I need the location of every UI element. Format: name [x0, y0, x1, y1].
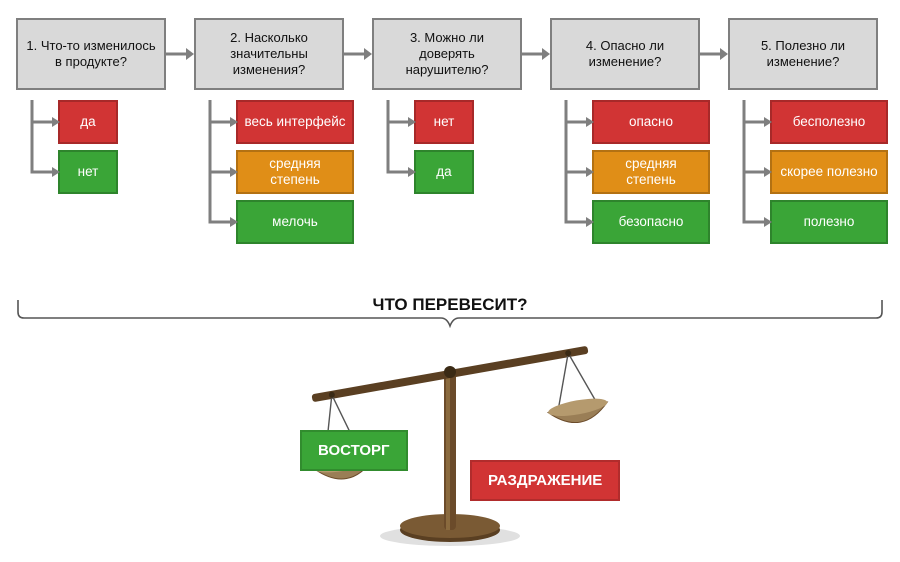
option-box: да: [414, 150, 474, 194]
arrow-2-3: [344, 18, 372, 90]
option-box: нет: [414, 100, 474, 144]
option-row: мелочь: [194, 200, 369, 244]
arrow-4-5: [700, 18, 728, 90]
flow-box-4: 4. Опасно ли изменение?: [550, 18, 700, 90]
option-row: нет: [16, 150, 191, 194]
option-box: скорее полезно: [770, 150, 888, 194]
option-box: весь интерфейс: [236, 100, 354, 144]
flow-box-2: 2. Насколько значительны изменения?: [194, 18, 344, 90]
question-label: ЧТО ПЕРЕВЕСИТ?: [0, 295, 900, 315]
option-col-1: да нет: [16, 100, 191, 200]
option-row: да: [372, 150, 547, 194]
elbow-arrow-icon: [194, 200, 236, 244]
arrow-1-2: [166, 18, 194, 90]
options-layer: да нет весь интерфейс средняя степень мелочь…: [16, 100, 890, 300]
option-box: средняя степень: [592, 150, 710, 194]
option-row: безопасно: [550, 200, 725, 244]
flow-box-1-title: 1. Что-то изменилось в продукте?: [26, 38, 156, 71]
option-box: полезно: [770, 200, 888, 244]
flow-box-3-title: 3. Можно ли доверять нарушителю?: [382, 30, 512, 79]
option-box: средняя степень: [236, 150, 354, 194]
flow-box-5-title: 5. Полезно ли изменение?: [738, 38, 868, 71]
option-box: безопасно: [592, 200, 710, 244]
option-col-3: нет да: [372, 100, 547, 200]
flow-box-1: 1. Что-то изменилось в продукте?: [16, 18, 166, 90]
scales-illustration: [0, 330, 900, 560]
flow-box-3: 3. Можно ли доверять нарушителю?: [372, 18, 522, 90]
elbow-arrow-icon: [550, 200, 592, 244]
option-box: да: [58, 100, 118, 144]
elbow-arrow-icon: [16, 150, 58, 194]
option-box: нет: [58, 150, 118, 194]
option-box: бесполезно: [770, 100, 888, 144]
flow-box-5: 5. Полезно ли изменение?: [728, 18, 878, 90]
elbow-arrow-icon: [728, 200, 770, 244]
elbow-arrow-icon: [372, 150, 414, 194]
option-col-2: весь интерфейс средняя степень мелочь: [194, 100, 369, 250]
flow-row: 1. Что-то изменилось в продукте? 2. Наск…: [16, 18, 890, 90]
scale-left-label: ВОСТОРГ: [300, 430, 408, 471]
flow-box-2-title: 2. Насколько значительны изменения?: [204, 30, 334, 79]
option-box: опасно: [592, 100, 710, 144]
flow-box-4-title: 4. Опасно ли изменение?: [560, 38, 690, 71]
scale-right-label: РАЗДРАЖЕНИЕ: [470, 460, 620, 501]
option-col-5: бесполезно скорее полезно полезно: [728, 100, 900, 250]
option-col-4: опасно средняя степень безопасно: [550, 100, 725, 250]
option-row: полезно: [728, 200, 900, 244]
option-box: мелочь: [236, 200, 354, 244]
arrow-3-4: [522, 18, 550, 90]
